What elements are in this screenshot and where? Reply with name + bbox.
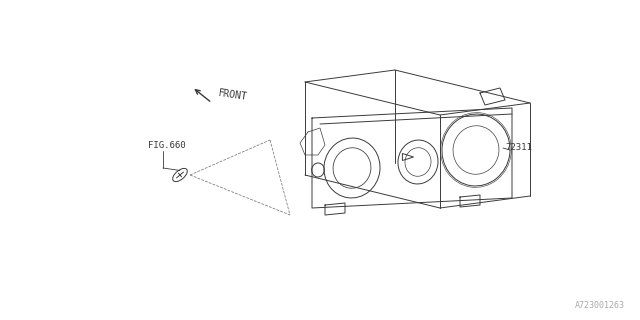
Text: 72311: 72311 <box>505 143 532 153</box>
Text: A723001263: A723001263 <box>575 301 625 310</box>
Text: FIG.660: FIG.660 <box>148 141 186 150</box>
Text: FRONT: FRONT <box>218 88 248 102</box>
